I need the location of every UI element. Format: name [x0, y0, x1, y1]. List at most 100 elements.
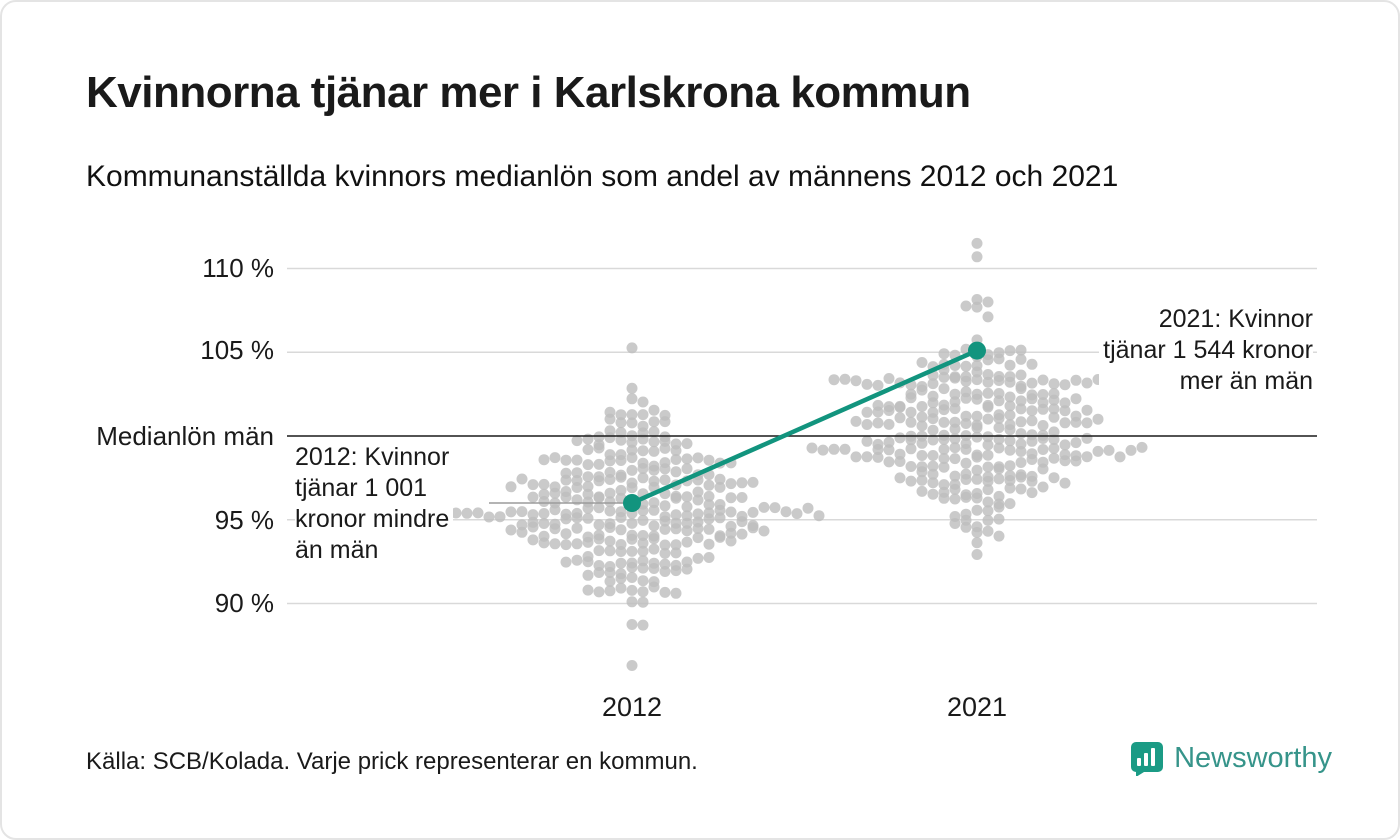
municipality-dot — [971, 251, 983, 263]
municipality-dot — [681, 536, 693, 548]
municipality-dot — [516, 506, 528, 518]
municipality-dot — [637, 545, 649, 557]
municipality-dot — [949, 442, 961, 454]
municipality-dot — [472, 507, 484, 519]
municipality-dot — [883, 373, 895, 384]
municipality-dot — [982, 514, 994, 526]
municipality-dot — [549, 452, 561, 464]
municipality-dot — [982, 461, 994, 473]
municipality-dot — [982, 296, 994, 308]
municipality-dot — [637, 472, 649, 484]
municipality-dot — [982, 369, 994, 380]
municipality-dot — [1081, 404, 1093, 416]
municipality-dot — [1059, 477, 1071, 489]
municipality-dot — [872, 417, 884, 429]
municipality-dot — [681, 517, 693, 529]
municipality-dot — [1125, 444, 1137, 456]
municipality-dot — [1048, 442, 1060, 454]
municipality-dot — [593, 458, 605, 470]
municipality-dot — [593, 560, 605, 571]
municipality-dot — [971, 301, 983, 313]
municipality-dot — [1092, 413, 1104, 425]
municipality-dot — [582, 471, 594, 483]
municipality-dot — [637, 619, 649, 631]
municipality-dot — [604, 487, 616, 499]
municipality-dot — [626, 477, 638, 489]
annotation-2021-line: 2021: Kvinnor — [1158, 305, 1313, 333]
y-tick-90: 90 % — [214, 588, 274, 618]
municipality-dot — [1048, 426, 1060, 438]
municipality-dot — [714, 473, 726, 485]
municipality-dot — [949, 403, 961, 415]
municipality-dot — [615, 434, 627, 446]
municipality-dot — [1004, 359, 1016, 371]
municipality-dot — [648, 497, 660, 509]
municipality-dot — [659, 474, 671, 486]
municipality-dot — [982, 449, 994, 461]
annotation-2021-line: mer än män — [1179, 367, 1313, 395]
municipality-dot — [971, 410, 983, 422]
municipality-dot — [659, 558, 671, 570]
municipality-dot — [571, 454, 583, 466]
municipality-dot — [615, 512, 627, 523]
municipality-dot — [637, 396, 649, 408]
municipality-dot — [582, 444, 594, 456]
municipality-dot — [703, 538, 715, 550]
municipality-dot — [1004, 435, 1016, 447]
municipality-dot — [982, 484, 994, 496]
municipality-dot — [1015, 483, 1027, 495]
municipality-dot — [703, 523, 715, 535]
municipality-dot — [714, 512, 726, 524]
annotation-2012-line: tjänar 1 001 — [295, 474, 428, 502]
municipality-dot — [582, 481, 594, 492]
municipality-dot — [648, 416, 660, 428]
municipality-dot — [681, 501, 693, 513]
municipality-dot — [615, 417, 627, 429]
municipality-dot — [993, 442, 1005, 454]
municipality-dot — [791, 508, 803, 520]
municipality-dot — [960, 300, 972, 312]
municipality-dot — [637, 555, 649, 567]
municipality-dot — [615, 572, 627, 584]
municipality-dot — [802, 502, 814, 514]
municipality-dot — [626, 382, 638, 394]
municipality-dot — [582, 551, 594, 562]
municipality-dot — [681, 463, 693, 475]
municipality-dot — [725, 520, 737, 532]
municipality-dot — [938, 348, 950, 360]
municipality-dot — [670, 490, 682, 502]
municipality-dot — [604, 449, 616, 461]
municipality-dot — [938, 371, 950, 383]
municipality-dot — [571, 554, 583, 566]
municipality-dot — [1015, 353, 1027, 365]
municipality-dot — [1026, 377, 1038, 389]
municipality-dot — [582, 496, 594, 508]
municipality-dot — [648, 581, 660, 593]
municipality-dot — [993, 513, 1005, 525]
municipality-dot — [505, 506, 517, 518]
municipality-dot — [626, 557, 638, 569]
municipality-dot — [560, 454, 572, 466]
municipality-dot — [850, 415, 862, 427]
municipality-dot — [681, 556, 693, 568]
municipality-dot — [604, 406, 616, 418]
municipality-dot — [1026, 470, 1038, 482]
municipality-dot — [971, 388, 983, 400]
page-title: Kvinnorna tjänar mer i Karlskrona kommun — [86, 68, 971, 117]
municipality-dot — [894, 472, 906, 484]
municipality-dot — [850, 451, 862, 463]
municipality-dot — [960, 474, 972, 485]
municipality-dot — [949, 423, 961, 435]
municipality-dot — [626, 393, 638, 405]
municipality-dot — [993, 530, 1005, 542]
municipality-dot — [883, 436, 895, 448]
highlight-slope-line — [629, 348, 980, 506]
municipality-dot — [1015, 428, 1027, 440]
municipality-dot — [1026, 487, 1038, 499]
municipality-dot — [1103, 444, 1115, 456]
municipality-dot — [692, 494, 704, 506]
municipality-dot — [593, 491, 605, 503]
municipality-dot — [1070, 410, 1082, 422]
municipality-dot — [938, 383, 950, 395]
